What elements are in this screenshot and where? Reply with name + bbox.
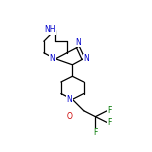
Text: N: N [50,54,55,63]
Text: N: N [83,54,89,63]
Text: NH: NH [44,25,55,34]
Text: F: F [107,106,111,115]
Text: N: N [67,95,72,104]
Text: N: N [75,38,81,47]
Text: F: F [107,118,111,127]
Text: O: O [66,112,72,121]
Text: F: F [93,128,98,137]
